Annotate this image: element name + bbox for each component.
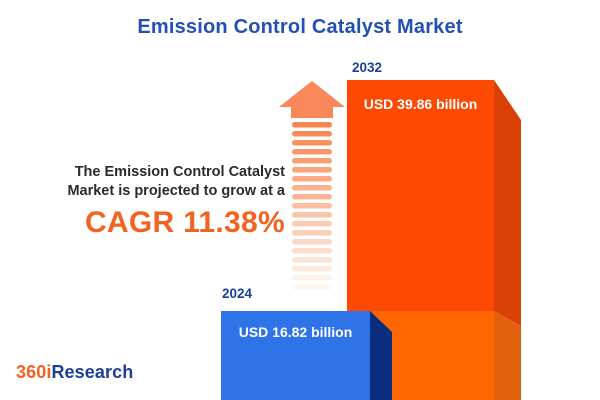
description-block: The Emission Control Catalyst Market is …	[30, 163, 285, 240]
year-label-2024: 2024	[222, 286, 253, 301]
company-logo: 360iResearch	[16, 362, 133, 383]
bar-2024-side	[370, 311, 392, 400]
description-line-2: Market is projected to grow at a	[67, 183, 285, 200]
bar-value-2032: USD 39.86 billion	[363, 96, 478, 112]
logo-suffix: Research	[51, 362, 134, 382]
bar-2032-face-top	[347, 80, 494, 311]
cagr-value: CAGR 11.38%	[84, 206, 285, 240]
description-line-1: The Emission Control Catalyst	[74, 164, 285, 180]
growth-arrow-head-icon	[279, 81, 345, 118]
growth-arrow-stripes	[292, 122, 332, 290]
bar-2032-side-top	[494, 80, 521, 326]
year-label-2032: 2032	[352, 60, 383, 75]
page-title: Emission Control Catalyst Market	[137, 16, 463, 38]
bar-2024-face	[221, 311, 370, 400]
bar-value-2024: USD 16.82 billion	[238, 324, 353, 340]
logo-prefix: 360i	[16, 362, 52, 382]
bar-2032-side-bottom	[494, 311, 521, 400]
